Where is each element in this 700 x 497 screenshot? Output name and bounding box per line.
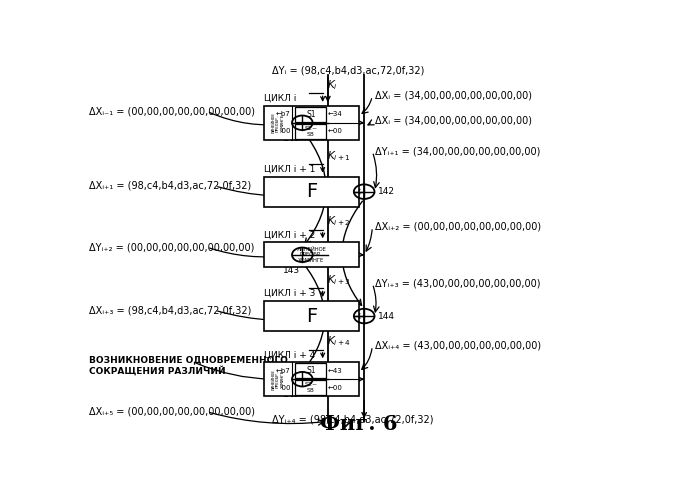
Text: S1: S1	[306, 110, 316, 119]
Text: 143: 143	[283, 265, 300, 274]
Text: ЛИНЕЙНОЕ
ПРЕОБР.
ХОМИНГЕ: ЛИНЕЙНОЕ ПРЕОБР. ХОМИНГЕ	[272, 112, 285, 133]
Text: ЦИКЛ i: ЦИКЛ i	[264, 94, 296, 103]
Text: ΔYᵢ = (98,c4,b4,d3,ac,72,0f,32): ΔYᵢ = (98,c4,b4,d3,ac,72,0f,32)	[272, 66, 424, 76]
Text: $K_i$: $K_i$	[327, 78, 338, 92]
Text: S2~
S8: S2~ S8	[304, 126, 317, 137]
Bar	[264, 177, 358, 207]
Text: ЛИНЕЙНОЕ
ПРЕОБР.
ХОМИНГЕ: ЛИНЕЙНОЕ ПРЕОБР. ХОМИНГЕ	[296, 247, 326, 263]
Text: ΔXᵢ₊₅ = (00,00,00,00,00,00,00,00): ΔXᵢ₊₅ = (00,00,00,00,00,00,00,00)	[89, 407, 255, 416]
Text: ЦИКЛ i + 2: ЦИКЛ i + 2	[264, 230, 315, 240]
Text: 142: 142	[378, 187, 395, 196]
Text: ΔXᵢ = (34,00,00,00,00,00,00,00): ΔXᵢ = (34,00,00,00,00,00,00,00)	[375, 91, 532, 101]
Bar	[264, 243, 358, 267]
Text: ΔXᵢ₋₁ = (00,00,00,00,00,00,00,00): ΔXᵢ₋₁ = (00,00,00,00,00,00,00,00)	[89, 106, 255, 116]
Text: $K_{i+1}$: $K_{i+1}$	[327, 149, 351, 163]
Text: 00: 00	[278, 385, 290, 391]
Text: ←b7: ←b7	[276, 368, 290, 374]
Text: ВОЗНИКНОВЕНИЕ ОДНОВРЕМЕННОГО
СОКРАЩЕНИЯ РАЗЛИЧИЙ: ВОЗНИКНОВЕНИЕ ОДНОВРЕМЕННОГО СОКРАЩЕНИЯ …	[89, 355, 288, 376]
Text: 141: 141	[283, 134, 300, 143]
Text: Фиг. 6: Фиг. 6	[320, 414, 398, 434]
Text: ←00: ←00	[328, 385, 343, 391]
Bar	[264, 301, 358, 331]
Bar	[295, 124, 326, 139]
Text: ЛИНЕЙНОЕ
ПРЕОБР.
ХОМИНГЕ: ЛИНЕЙНОЕ ПРЕОБР. ХОМИНГЕ	[272, 369, 285, 390]
Text: ЦИКЛ i + 3: ЦИКЛ i + 3	[264, 289, 315, 298]
Text: ΔXᵢ₊₄ = (43,00,00,00,00,00,00,00): ΔXᵢ₊₄ = (43,00,00,00,00,00,00,00)	[375, 341, 541, 351]
Text: 145: 145	[283, 390, 300, 399]
Text: ΔYᵢ₊₃ = (43,00,00,00,00,00,00,00): ΔYᵢ₊₃ = (43,00,00,00,00,00,00,00)	[375, 278, 540, 289]
Text: ΔYᵢ₊₂ = (00,00,00,00,00,00,00,00): ΔYᵢ₊₂ = (00,00,00,00,00,00,00,00)	[89, 242, 255, 252]
Text: ΔXᵢ₊₂ = (00,00,00,00,00,00,00,00): ΔXᵢ₊₂ = (00,00,00,00,00,00,00,00)	[375, 222, 541, 232]
Bar	[295, 363, 326, 378]
Bar	[295, 107, 326, 122]
Text: ←34: ←34	[328, 111, 343, 117]
Bar	[264, 106, 358, 140]
Text: ЦИКЛ i + 1: ЦИКЛ i + 1	[264, 165, 315, 173]
Bar	[264, 362, 358, 396]
Text: ΔYᵢ₊₄ = (98,c4,b4,d3,ac,72,0f,32): ΔYᵢ₊₄ = (98,c4,b4,d3,ac,72,0f,32)	[272, 414, 433, 424]
Text: 00: 00	[278, 128, 290, 134]
Text: 144: 144	[378, 312, 395, 321]
Text: ЦИКЛ i + 4: ЦИКЛ i + 4	[264, 350, 315, 359]
Text: ←b7: ←b7	[276, 111, 290, 117]
Text: F: F	[306, 307, 317, 326]
Text: ←43: ←43	[328, 368, 343, 374]
Text: S1: S1	[306, 366, 316, 375]
Text: ←00: ←00	[328, 128, 343, 134]
Text: $K_{i+4}$: $K_{i+4}$	[327, 334, 351, 348]
Text: ΔXᵢ₊₃ = (98,c4,b4,d3,ac,72,0f,32): ΔXᵢ₊₃ = (98,c4,b4,d3,ac,72,0f,32)	[89, 305, 251, 315]
Text: $K_{i+3}$: $K_{i+3}$	[327, 273, 351, 287]
Text: F: F	[306, 182, 317, 201]
Text: ΔXᵢ = (34,00,00,00,00,00,00,00): ΔXᵢ = (34,00,00,00,00,00,00,00)	[375, 116, 532, 126]
Text: $K_{i+2}$: $K_{i+2}$	[327, 214, 351, 228]
Text: S2~
S8: S2~ S8	[304, 382, 317, 393]
Bar	[295, 380, 326, 395]
Text: ΔXᵢ₊₁ = (98,c4,b4,d3,ac,72,0f,32): ΔXᵢ₊₁ = (98,c4,b4,d3,ac,72,0f,32)	[89, 181, 251, 191]
Text: ΔYᵢ₊₁ = (34,00,00,00,00,00,00,00): ΔYᵢ₊₁ = (34,00,00,00,00,00,00,00)	[375, 147, 540, 157]
